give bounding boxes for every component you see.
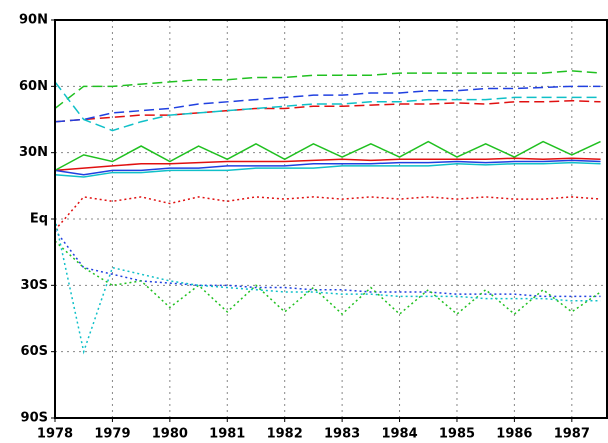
series-line xyxy=(54,81,601,132)
x-tick-label: 1986 xyxy=(496,427,532,442)
y-tick-label: 60S xyxy=(21,344,48,359)
series-line xyxy=(54,159,601,176)
plot-frame xyxy=(54,19,608,419)
y-tick-label: 60N xyxy=(19,79,48,94)
series-line xyxy=(54,157,601,172)
x-tick-label: 1984 xyxy=(381,427,417,442)
x-tick-label: 1985 xyxy=(439,427,475,442)
x-tick-label: 1987 xyxy=(554,427,590,442)
series-line xyxy=(54,140,601,172)
x-tick-label: 1980 xyxy=(152,427,188,442)
series-line xyxy=(54,99,601,123)
series-line xyxy=(54,240,601,316)
x-tick-label: 1979 xyxy=(94,427,130,442)
series-line xyxy=(54,70,601,110)
y-tick-label: 30S xyxy=(21,278,48,293)
x-tick-label: 1981 xyxy=(209,427,245,442)
series-line xyxy=(54,85,601,123)
series-line xyxy=(54,196,601,231)
y-tick-label: 30N xyxy=(19,145,48,160)
x-tick-label: 1983 xyxy=(324,427,360,442)
x-tick-label: 1978 xyxy=(37,427,73,442)
series-line xyxy=(54,161,601,178)
y-tick-label: 90N xyxy=(19,13,48,28)
y-tick-label: 90S xyxy=(21,411,48,426)
y-tick-label: Eq xyxy=(30,212,48,227)
series-line xyxy=(54,229,601,298)
x-tick-label: 1982 xyxy=(267,427,303,442)
